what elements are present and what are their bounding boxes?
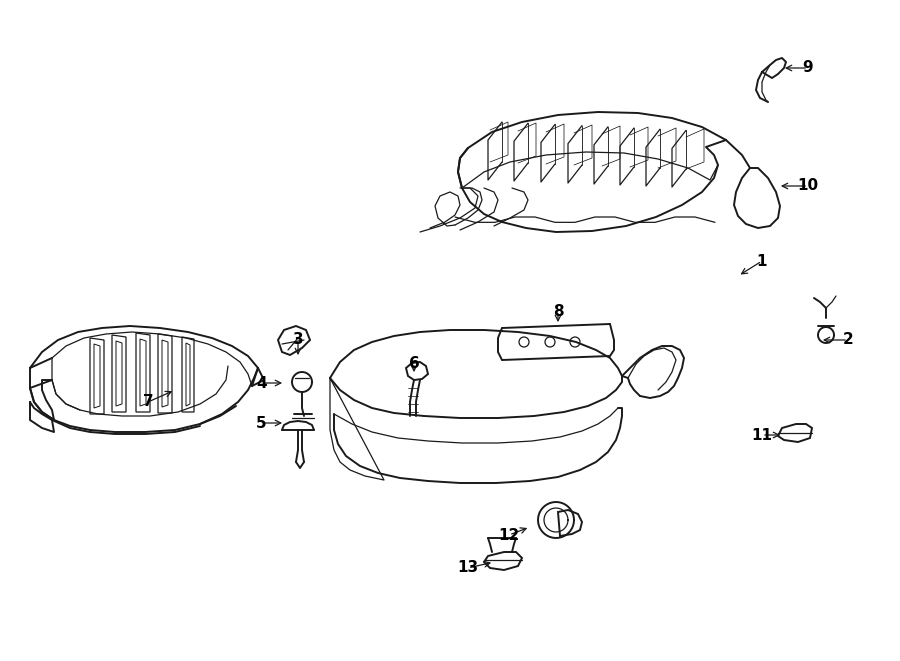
Text: 2: 2 bbox=[842, 332, 853, 348]
Text: 6: 6 bbox=[409, 356, 419, 371]
Text: 1: 1 bbox=[757, 254, 767, 268]
Text: 3: 3 bbox=[292, 332, 303, 348]
Text: 8: 8 bbox=[553, 303, 563, 319]
Text: 13: 13 bbox=[457, 561, 479, 576]
Text: 7: 7 bbox=[143, 395, 153, 410]
Text: 11: 11 bbox=[752, 428, 772, 442]
Text: 4: 4 bbox=[256, 375, 267, 391]
Text: 12: 12 bbox=[499, 527, 519, 543]
Text: 5: 5 bbox=[256, 416, 266, 430]
Text: 9: 9 bbox=[803, 61, 814, 75]
Text: 10: 10 bbox=[797, 178, 819, 194]
